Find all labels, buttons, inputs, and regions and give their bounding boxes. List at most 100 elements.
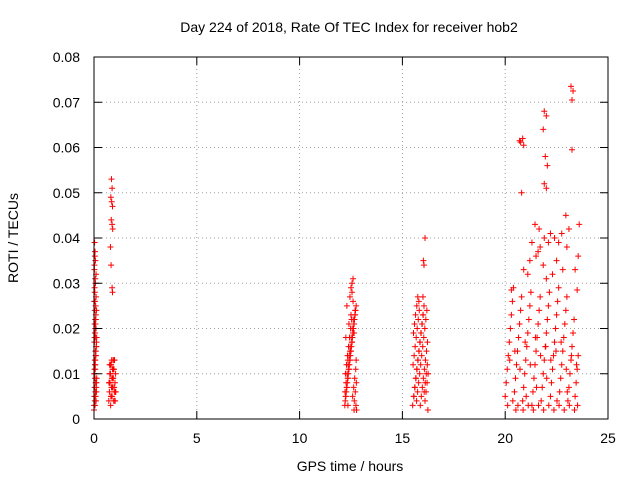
data-point bbox=[92, 402, 99, 409]
data-point bbox=[419, 343, 426, 350]
data-point bbox=[415, 379, 422, 386]
data-point bbox=[342, 370, 349, 377]
data-point bbox=[422, 316, 429, 323]
data-point bbox=[422, 235, 429, 241]
data-point bbox=[504, 402, 511, 409]
data-point bbox=[557, 375, 564, 382]
data-point bbox=[413, 397, 420, 404]
data-point bbox=[349, 289, 356, 296]
data-point bbox=[423, 348, 430, 355]
data-point bbox=[345, 343, 352, 350]
data-point bbox=[353, 302, 360, 309]
data-point bbox=[569, 146, 576, 153]
data-point bbox=[423, 370, 430, 377]
data-point bbox=[535, 402, 542, 409]
data-point bbox=[422, 379, 429, 386]
data-point bbox=[541, 357, 548, 364]
data-point bbox=[107, 402, 114, 409]
data-point bbox=[92, 320, 99, 327]
x-tick-label: 0 bbox=[90, 430, 98, 446]
x-tick-label: 10 bbox=[292, 430, 308, 446]
data-point bbox=[575, 253, 582, 260]
data-point bbox=[568, 352, 575, 359]
data-point bbox=[538, 397, 545, 404]
data-point bbox=[547, 357, 554, 364]
data-point bbox=[517, 366, 524, 373]
data-point bbox=[108, 198, 115, 205]
data-point bbox=[511, 388, 518, 395]
data-point bbox=[533, 384, 540, 391]
data-point bbox=[536, 307, 543, 314]
data-point bbox=[551, 235, 558, 241]
data-point bbox=[109, 221, 116, 228]
data-point bbox=[570, 330, 577, 337]
data-point bbox=[532, 221, 539, 228]
data-point bbox=[513, 361, 520, 368]
data-point bbox=[91, 366, 98, 373]
data-point bbox=[554, 397, 561, 404]
data-point bbox=[561, 406, 568, 413]
data-point bbox=[560, 334, 567, 341]
data-point bbox=[108, 216, 115, 223]
data-point bbox=[346, 348, 353, 355]
data-point bbox=[574, 402, 581, 409]
data-point bbox=[349, 339, 356, 346]
data-point bbox=[110, 366, 117, 373]
data-point bbox=[411, 320, 418, 327]
data-point bbox=[543, 275, 550, 282]
data-point bbox=[565, 384, 572, 391]
data-point bbox=[349, 280, 356, 287]
data-point bbox=[107, 194, 114, 201]
data-point bbox=[541, 180, 548, 187]
data-point bbox=[547, 230, 554, 237]
data-point bbox=[91, 239, 98, 246]
x-axis-label: GPS time / hours bbox=[297, 458, 404, 474]
data-point bbox=[564, 388, 571, 395]
data-point bbox=[545, 402, 552, 409]
y-axis-label: ROTI / TECUs bbox=[5, 193, 21, 283]
data-point bbox=[520, 384, 527, 391]
data-point bbox=[424, 361, 431, 368]
data-point bbox=[416, 370, 423, 377]
data-point bbox=[112, 388, 119, 395]
data-point bbox=[414, 293, 421, 300]
data-point bbox=[107, 244, 114, 251]
data-point bbox=[343, 361, 350, 368]
x-tick-label: 5 bbox=[193, 430, 201, 446]
data-point bbox=[413, 366, 420, 373]
data-point bbox=[543, 112, 550, 119]
data-point bbox=[351, 375, 358, 382]
data-point bbox=[347, 325, 354, 332]
data-point bbox=[563, 293, 570, 300]
data-point bbox=[512, 406, 519, 413]
data-point bbox=[533, 253, 540, 260]
data-point bbox=[413, 334, 420, 341]
data-point bbox=[562, 212, 569, 219]
data-point bbox=[416, 348, 423, 355]
data-point bbox=[566, 370, 573, 377]
data-point bbox=[421, 388, 428, 395]
data-point bbox=[343, 302, 350, 309]
data-point bbox=[351, 330, 358, 337]
data-point bbox=[542, 153, 549, 160]
data-point bbox=[572, 266, 579, 273]
data-point bbox=[549, 366, 556, 373]
data-point bbox=[553, 257, 560, 264]
data-point bbox=[422, 357, 429, 364]
data-point bbox=[545, 239, 552, 246]
data-point bbox=[108, 393, 115, 400]
y-tick-label: 0.01 bbox=[53, 366, 80, 382]
data-point bbox=[420, 262, 427, 269]
data-point bbox=[420, 375, 427, 382]
data-point bbox=[415, 316, 422, 323]
y-tick-label: 0.08 bbox=[53, 49, 80, 65]
data-point bbox=[93, 375, 100, 382]
data-point bbox=[522, 357, 529, 364]
data-point bbox=[418, 352, 425, 359]
data-point bbox=[351, 397, 358, 404]
data-point bbox=[109, 289, 116, 296]
data-point bbox=[92, 357, 99, 364]
data-point bbox=[559, 348, 566, 355]
data-point bbox=[526, 302, 533, 309]
